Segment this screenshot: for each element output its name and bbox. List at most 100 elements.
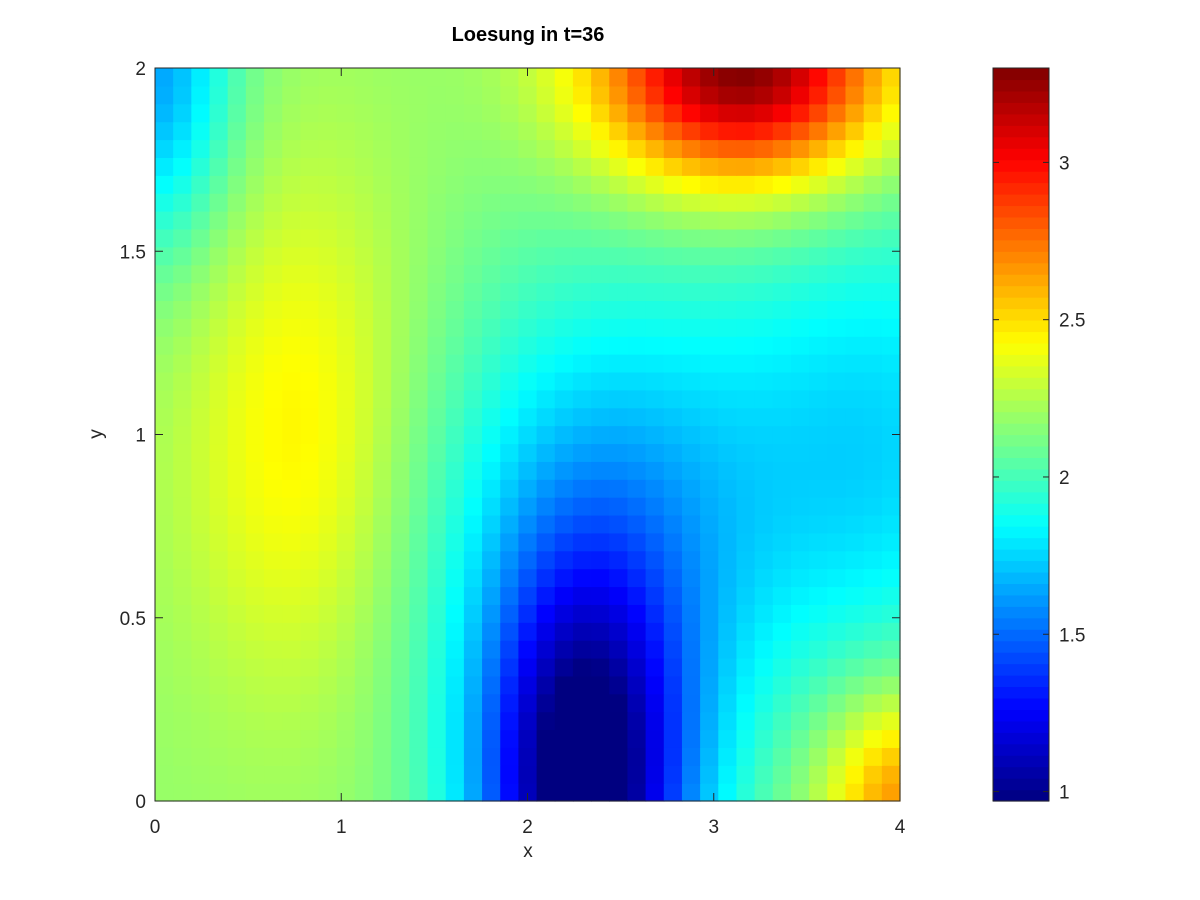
- x-axis-label: x: [523, 841, 533, 862]
- heatmap-cell: [427, 211, 447, 230]
- heatmap-cell: [700, 640, 719, 659]
- heatmap-cell: [373, 282, 392, 302]
- heatmap-cell: [354, 407, 374, 427]
- heatmap-cell: [264, 264, 283, 284]
- heatmap-cell: [645, 139, 665, 158]
- heatmap-cell: [318, 336, 338, 355]
- heatmap-cell: [500, 622, 520, 641]
- heatmap-cell: [373, 68, 392, 87]
- heatmap-cell: [155, 85, 174, 105]
- heatmap-cell: [318, 729, 338, 748]
- heatmap-cell: [336, 693, 356, 713]
- heatmap-cell: [482, 443, 501, 462]
- heatmap-cell: [790, 497, 810, 516]
- heatmap-cell: [354, 622, 374, 641]
- heatmap-cell: [591, 514, 610, 534]
- heatmap-cell: [572, 246, 592, 266]
- colorbar-step: [993, 274, 1049, 287]
- heatmap-cell: [663, 622, 683, 641]
- heatmap-cell: [409, 389, 429, 409]
- heatmap-cell: [645, 246, 665, 266]
- heatmap-cell: [827, 193, 847, 212]
- heatmap-cell: [718, 157, 738, 176]
- heatmap-cell: [482, 657, 501, 677]
- heatmap-cell: [245, 139, 265, 158]
- heatmap-cell: [681, 711, 701, 731]
- heatmap-cell: [572, 657, 592, 677]
- heatmap-cell: [827, 747, 847, 766]
- heatmap-cell: [282, 532, 301, 552]
- heatmap-cell: [736, 336, 756, 355]
- heatmap-cell: [681, 300, 701, 319]
- heatmap-cell: [191, 318, 211, 337]
- heatmap-cell: [264, 604, 283, 623]
- heatmap-cell: [427, 425, 447, 445]
- heatmap-cell: [718, 354, 738, 373]
- heatmap-cell: [663, 336, 683, 355]
- heatmap-cell: [572, 586, 592, 605]
- heatmap-cell: [427, 282, 447, 302]
- heatmap-cell: [391, 193, 410, 212]
- heatmap-cell: [500, 514, 520, 534]
- heatmap-cell: [482, 300, 501, 319]
- heatmap-cell: [409, 407, 429, 427]
- heatmap-cell: [300, 371, 320, 391]
- heatmap-cell: [391, 336, 410, 355]
- heatmap-cell: [155, 675, 174, 695]
- heatmap-cell: [354, 461, 374, 480]
- heatmap-cell: [827, 729, 847, 748]
- heatmap-cell: [827, 85, 847, 105]
- heatmap-cell: [790, 264, 810, 284]
- heatmap-cell: [227, 443, 247, 462]
- heatmap-cell: [718, 514, 738, 534]
- heatmap-cell: [554, 139, 574, 158]
- heatmap-cell: [700, 103, 719, 123]
- heatmap-cell: [227, 246, 247, 266]
- heatmap-cell: [445, 604, 465, 623]
- heatmap-cell: [790, 103, 810, 123]
- heatmap-cell: [354, 586, 374, 605]
- heatmap-cell: [681, 228, 701, 248]
- heatmap-cell: [627, 675, 647, 695]
- heatmap-cell: [591, 729, 610, 748]
- heatmap-cell: [427, 354, 447, 373]
- heatmap-cell: [500, 264, 520, 284]
- heatmap-cell: [772, 711, 792, 731]
- heatmap-cell: [827, 211, 847, 230]
- heatmap-cell: [282, 604, 301, 623]
- heatmap-cell: [354, 711, 374, 731]
- heatmap-cell: [881, 443, 901, 462]
- heatmap-cell: [881, 783, 901, 802]
- heatmap-cell: [463, 193, 483, 212]
- heatmap-cell: [845, 479, 865, 498]
- heatmap-cell: [754, 657, 774, 677]
- heatmap-cell: [300, 193, 320, 212]
- heatmap-cell: [264, 586, 283, 605]
- heatmap-cell: [427, 693, 447, 713]
- heatmap-cell: [609, 103, 629, 123]
- heatmap-cell: [336, 175, 356, 194]
- heatmap-cell: [264, 657, 283, 677]
- heatmap-cell: [881, 461, 901, 480]
- heatmap-cell: [809, 586, 828, 605]
- heatmap-cell: [482, 85, 501, 105]
- heatmap-cell: [591, 586, 610, 605]
- plot-ticks: 0 1 2 3 400.511.52: [120, 59, 906, 838]
- heatmap-cell: [518, 371, 538, 391]
- heatmap-cell: [754, 461, 774, 480]
- heatmap-cell: [790, 425, 810, 445]
- heatmap-cell: [191, 586, 211, 605]
- heatmap-cell: [463, 103, 483, 123]
- heatmap-cell: [191, 103, 211, 123]
- heatmap-cell: [754, 693, 774, 713]
- heatmap-cell: [790, 68, 810, 87]
- heatmap-cell: [282, 443, 301, 462]
- heatmap-cell: [245, 568, 265, 588]
- heatmap-cell: [827, 622, 847, 641]
- heatmap-cell: [554, 568, 574, 588]
- heatmap-cell: [718, 479, 738, 498]
- heatmap-cell: [609, 139, 629, 158]
- heatmap-cell: [609, 675, 629, 695]
- heatmap-cell: [391, 783, 410, 802]
- heatmap-cell: [554, 765, 574, 784]
